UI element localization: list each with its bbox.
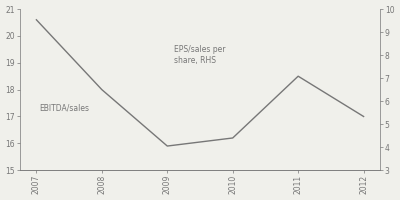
Text: EPS/sales per
share, RHS: EPS/sales per share, RHS [174, 45, 225, 65]
Text: EBITDA/sales: EBITDA/sales [40, 104, 90, 113]
